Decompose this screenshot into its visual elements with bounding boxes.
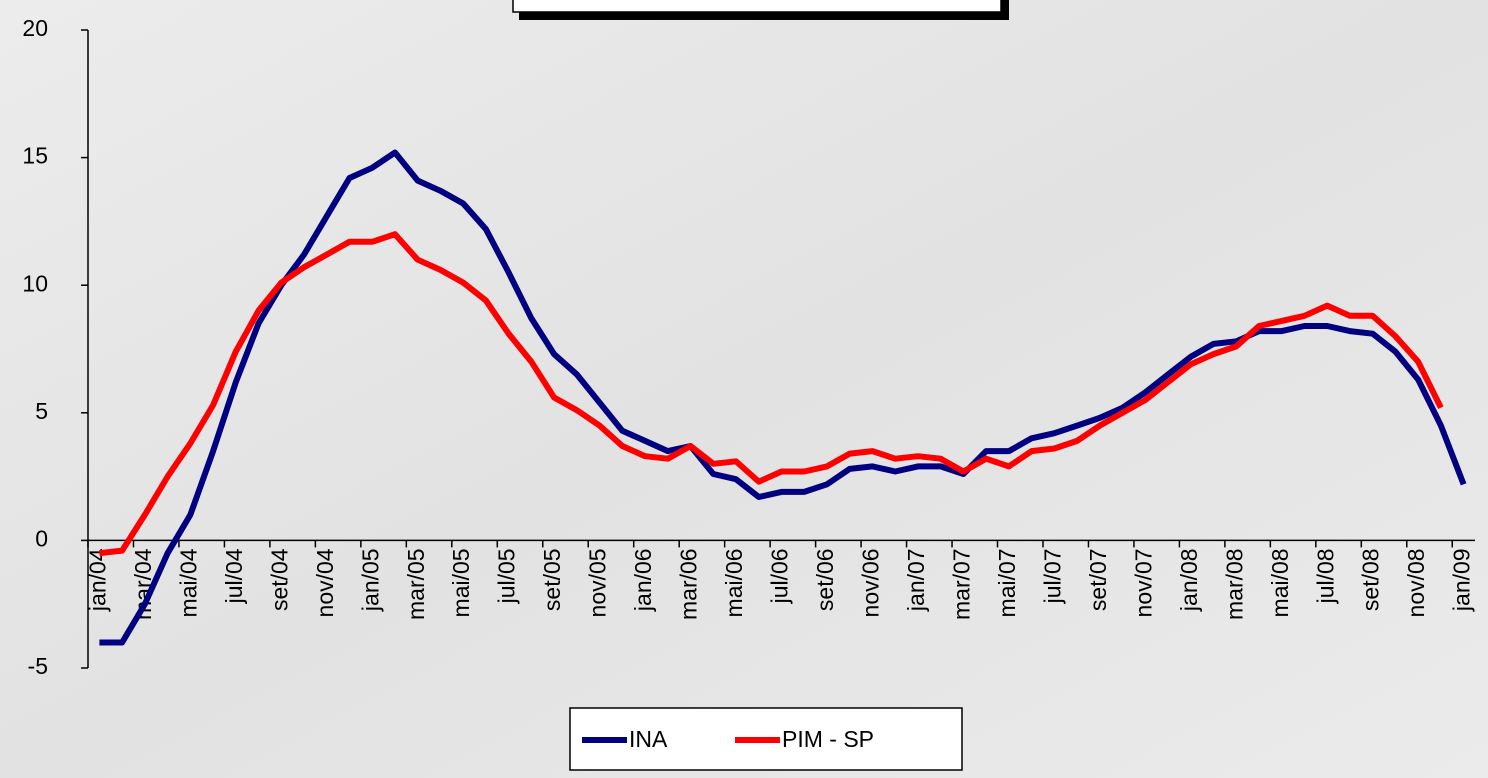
title-box <box>512 0 1002 13</box>
x-tick-label: nov/07 <box>1130 548 1156 617</box>
x-tick-label: set/06 <box>812 548 838 611</box>
x-tick-label: jan/06 <box>630 548 656 612</box>
x-tick-label: jul/04 <box>221 548 247 604</box>
x-tick-label: jul/06 <box>767 548 793 604</box>
x-tick-label: nov/06 <box>858 548 884 617</box>
x-tick-label: mar/05 <box>403 548 429 620</box>
x-tick-label: jul/07 <box>1039 548 1065 604</box>
x-tick-label: mai/04 <box>175 548 201 617</box>
x-tick-label: mar/06 <box>676 548 702 620</box>
x-tick-label: jan/09 <box>1449 548 1475 612</box>
legend: INA PIM - SP <box>569 707 963 771</box>
x-tick-label: jan/04 <box>84 548 110 612</box>
x-tick-label: jul/05 <box>494 548 520 604</box>
y-tick-label: 15 <box>22 143 48 169</box>
x-tick-label: mar/07 <box>948 548 974 620</box>
x-tick-label: jan/08 <box>1176 548 1202 612</box>
y-tick-label: 5 <box>35 398 48 424</box>
x-tick-label: mai/07 <box>994 548 1020 617</box>
x-tick-label: set/07 <box>1085 548 1111 611</box>
x-tick-label: jan/07 <box>903 548 929 612</box>
line-series <box>99 231 1444 557</box>
x-tick-label: set/08 <box>1358 548 1384 611</box>
legend-label: PIM - SP <box>782 726 874 752</box>
x-tick-label: mai/08 <box>1267 548 1293 617</box>
x-tick-label: mai/05 <box>448 548 474 617</box>
y-tick-label: 10 <box>22 270 48 296</box>
line-series <box>99 149 1467 646</box>
x-tick-label: jul/08 <box>1312 548 1338 604</box>
x-tick-label: mai/06 <box>721 548 747 617</box>
y-tick-label: -5 <box>28 653 48 679</box>
x-tick-label: jan/05 <box>357 548 383 612</box>
x-tick-label: nov/05 <box>585 548 611 617</box>
x-tick-label: nov/08 <box>1403 548 1429 617</box>
y-tick-label: 20 <box>22 15 48 41</box>
x-tick-label: set/04 <box>266 548 292 611</box>
x-tick-label: set/05 <box>539 548 565 611</box>
x-tick-label: mar/08 <box>1221 548 1247 620</box>
x-tick-label: nov/04 <box>312 548 338 617</box>
y-tick-label: 0 <box>35 525 48 551</box>
legend-label: INA <box>629 726 668 752</box>
